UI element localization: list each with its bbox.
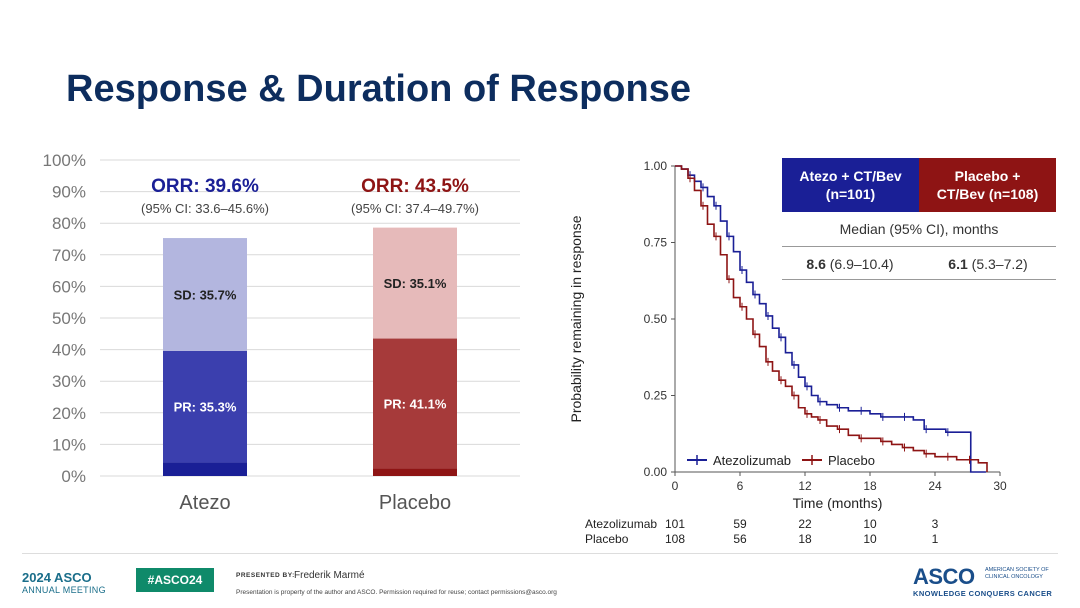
hashtag-badge: #ASCO24 <box>136 568 214 592</box>
footer-divider <box>22 553 1058 554</box>
at-risk-count: 56 <box>733 532 747 546</box>
y-tick-label: 30% <box>52 372 86 391</box>
placebo-median: 6.1 (5.3–7.2) <box>920 256 1056 272</box>
y-tick-label: 0.25 <box>644 389 668 403</box>
y-tick-label: 90% <box>52 183 86 202</box>
x-axis-label: Time (months) <box>793 495 883 511</box>
median-divider-bottom <box>782 279 1056 280</box>
placebo-median-ci: (5.3–7.2) <box>971 256 1028 272</box>
y-tick-label: 10% <box>52 435 86 454</box>
orr-ci: (95% CI: 37.4–49.7%) <box>351 201 479 216</box>
x-category-label: Atezo <box>179 492 230 514</box>
y-tick-label: 0.00 <box>644 465 668 479</box>
legend-label: Atezolizumab <box>713 453 791 468</box>
x-tick-label: 6 <box>737 479 744 493</box>
at-risk-count: 10 <box>863 532 877 546</box>
at-risk-count: 108 <box>665 532 685 546</box>
x-tick-label: 12 <box>798 479 812 493</box>
duration-of-response-km-chart: 0.00 0.25 0.50 0.75 1.00 0 6 12 18 24 30 Time (mont… <box>568 159 1007 546</box>
atezo-median-ci: (6.9–10.4) <box>829 256 894 272</box>
at-risk-row-label: Placebo <box>585 532 629 546</box>
median-label: Median (95% CI), months <box>839 221 999 237</box>
y-tick-label: 50% <box>52 309 86 328</box>
bar-cr-atezo <box>163 462 247 476</box>
legend-label: Placebo <box>828 453 875 468</box>
asco-logo: ASCO <box>913 564 975 589</box>
at-risk-count: 101 <box>665 517 685 531</box>
orr-stacked-bar-chart: 0%10%20%30%40%50%60%70%80%90%100%CR: 4.3… <box>43 151 520 514</box>
x-tick-label: 24 <box>928 479 942 493</box>
median-divider-top <box>782 246 1056 247</box>
bar-pr-atezo <box>163 350 247 463</box>
y-axis-label: Probability remaining in response <box>568 215 584 422</box>
y-tick-label: 0.50 <box>644 312 668 326</box>
orr-label: ORR: 43.5% <box>361 176 469 197</box>
bar-label-sd: SD: 35.7% <box>174 287 237 302</box>
x-tick-label: 0 <box>672 479 679 493</box>
placebo-median-value: 6.1 <box>948 256 968 272</box>
atezo-median-value: 8.6 <box>806 256 826 272</box>
y-tick-label: 70% <box>52 246 86 265</box>
at-risk-count: 59 <box>733 517 747 531</box>
placebo-arm-header-text: Placebo + CT/Bev (n=108) <box>936 168 1039 202</box>
asco-society-name: AMERICAN SOCIETY OF CLINICAL ONCOLOGY <box>985 567 1049 580</box>
y-tick-label: 1.00 <box>644 159 668 173</box>
asco-tagline: KNOWLEDGE CONQUERS CANCER <box>913 589 1053 598</box>
y-tick-label: 20% <box>52 404 86 423</box>
atezo-arm-header-text: Atezo + CT/Bev (n=101) <box>799 168 902 202</box>
km-curve-placebo <box>675 165 988 472</box>
bar-label-pr: PR: 35.3% <box>174 400 237 415</box>
at-risk-count: 10 <box>863 517 877 531</box>
y-tick-label: 0.75 <box>644 236 668 250</box>
at-risk-count: 3 <box>932 517 939 531</box>
bar-cr-placebo <box>373 468 457 476</box>
x-category-label: Placebo <box>379 492 451 514</box>
at-risk-count: 18 <box>798 532 812 546</box>
x-tick-label: 30 <box>993 479 1007 493</box>
orr-label: ORR: 39.6% <box>151 176 259 197</box>
y-tick-label: 80% <box>52 214 86 233</box>
meeting-year: 2024 ASCO <box>22 570 92 585</box>
bar-label-pr: PR: 41.1% <box>384 396 447 411</box>
at-risk-row-label: Atezolizumab <box>585 517 657 531</box>
x-tick-label: 18 <box>863 479 877 493</box>
presented-by-label: PRESENTED BY: <box>236 572 295 579</box>
y-tick-label: 40% <box>52 341 86 360</box>
meeting-subtitle: ANNUAL MEETING <box>22 585 106 595</box>
y-tick-label: 60% <box>52 277 86 296</box>
bar-pr-placebo <box>373 338 457 469</box>
atezo-median: 8.6 (6.9–10.4) <box>782 256 918 272</box>
presenter-name: Frederik Marmé <box>294 570 365 581</box>
bar-sd-atezo <box>163 238 247 351</box>
y-tick-label: 0% <box>61 467 86 486</box>
km-curve-atezolizumab <box>675 165 986 473</box>
atezo-arm-header: Atezo + CT/Bev (n=101) <box>782 158 919 212</box>
footer <box>0 553 1080 608</box>
slide-title: Response & Duration of Response <box>66 68 691 110</box>
bar-sd-placebo <box>373 227 457 339</box>
orr-ci: (95% CI: 33.6–45.6%) <box>141 201 269 216</box>
placebo-arm-header: Placebo + CT/Bev (n=108) <box>919 158 1056 212</box>
bar-label-sd: SD: 35.1% <box>384 276 447 291</box>
y-tick-label: 100% <box>43 151 86 170</box>
copyright-note: Presentation is property of the author a… <box>236 589 557 596</box>
at-risk-count: 1 <box>932 532 939 546</box>
at-risk-count: 22 <box>798 517 812 531</box>
